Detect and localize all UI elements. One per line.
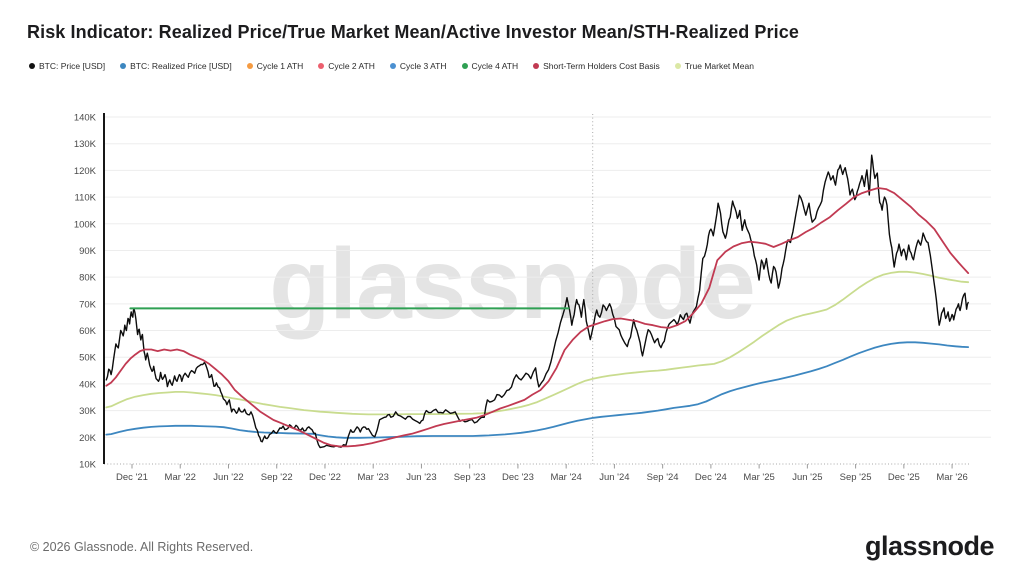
svg-text:80K: 80K (79, 273, 97, 284)
svg-text:Jun '22: Jun '22 (213, 472, 243, 483)
legend-item-7[interactable]: True Market Mean (674, 61, 754, 71)
svg-text:50K: 50K (79, 353, 97, 364)
svg-text:Jun '23: Jun '23 (406, 472, 436, 483)
legend-dot-icon (533, 63, 540, 69)
svg-text:Sep '25: Sep '25 (840, 472, 872, 483)
legend-label: True Market Mean (684, 61, 754, 71)
legend-dot-icon (120, 63, 127, 69)
svg-text:Mar '23: Mar '23 (358, 472, 389, 483)
legend-label: BTC: Price [USD] (39, 61, 106, 71)
svg-text:Mar '25: Mar '25 (743, 472, 774, 483)
svg-text:Mar '22: Mar '22 (165, 472, 196, 483)
svg-text:Sep '24: Sep '24 (647, 472, 679, 483)
svg-text:Dec '25: Dec '25 (888, 472, 920, 483)
svg-text:70K: 70K (79, 299, 97, 310)
legend-label: Short-Term Holders Cost Basis (543, 61, 660, 71)
legend-label: Cycle 3 ATH (399, 61, 447, 71)
svg-text:130K: 130K (74, 139, 97, 150)
legend-dot-icon (29, 63, 35, 69)
chart-legend: BTC: Price [USD] BTC: Realized Price [USD… (29, 61, 754, 71)
legend-dot-icon (461, 63, 468, 69)
legend-dot-icon (246, 63, 253, 69)
legend-label: Cycle 4 ATH (471, 61, 519, 71)
legend-item-0[interactable]: BTC: Price [USD] (29, 61, 105, 71)
legend-item-2[interactable]: Cycle 1 ATH (246, 61, 304, 71)
legend-dot-icon (389, 63, 396, 69)
svg-text:Jun '25: Jun '25 (792, 472, 822, 483)
legend-dot-icon (318, 63, 325, 69)
svg-text:110K: 110K (75, 193, 97, 204)
copyright-text: © 2026 Glassnode. All Rights Reserved. (30, 540, 254, 554)
legend-item-1[interactable]: BTC: Realized Price [USD] (120, 61, 232, 71)
svg-text:Mar '24: Mar '24 (550, 472, 581, 483)
svg-text:60K: 60K (79, 326, 97, 337)
page-title: Risk Indicator: Realized Price/True Mark… (27, 22, 799, 42)
svg-text:90K: 90K (79, 246, 97, 257)
svg-text:Mar '26: Mar '26 (936, 472, 967, 483)
legend-label: Cycle 1 ATH (256, 61, 304, 71)
svg-text:100K: 100K (74, 219, 97, 230)
legend-item-5[interactable]: Cycle 4 ATH (461, 61, 519, 71)
legend-item-4[interactable]: Cycle 3 ATH (389, 61, 447, 71)
svg-text:140K: 140K (74, 113, 97, 124)
svg-text:Sep '23: Sep '23 (454, 472, 486, 483)
svg-text:Dec '22: Dec '22 (309, 472, 341, 483)
legend-label: Cycle 2 ATH (328, 61, 375, 71)
legend-item-3[interactable]: Cycle 2 ATH (318, 61, 375, 71)
legend-label: BTC: Realized Price [USD] (130, 61, 232, 71)
svg-text:10K: 10K (79, 460, 97, 471)
svg-text:120K: 120K (74, 166, 97, 177)
svg-text:Dec '24: Dec '24 (695, 472, 727, 483)
glassnode-logo[interactable]: glassnode (864, 531, 995, 561)
svg-text:Jun '24: Jun '24 (599, 472, 629, 483)
svg-text:Dec '23: Dec '23 (502, 472, 534, 483)
svg-text:30K: 30K (79, 406, 97, 417)
svg-text:20K: 20K (79, 433, 97, 444)
svg-text:Dec '21: Dec '21 (116, 472, 148, 483)
svg-text:Sep '22: Sep '22 (261, 472, 293, 483)
legend-dot-icon (674, 63, 681, 69)
svg-text:40K: 40K (79, 379, 97, 390)
legend-item-6[interactable]: Short-Term Holders Cost Basis (533, 61, 660, 71)
